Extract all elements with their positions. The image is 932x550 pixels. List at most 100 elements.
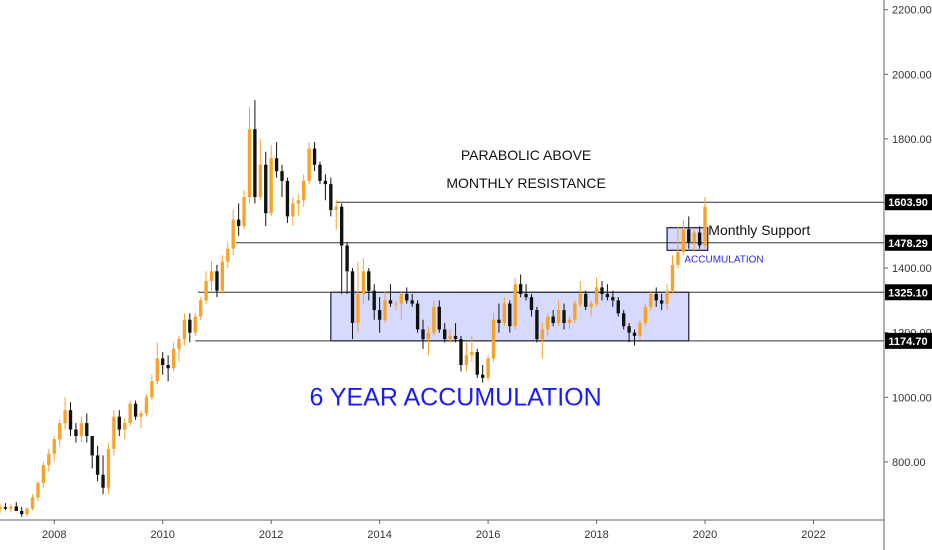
- candle-body: [491, 319, 496, 359]
- candle: [410, 293, 414, 307]
- candle-body: [63, 410, 67, 424]
- candle-body: [9, 506, 13, 509]
- candle: [345, 242, 349, 294]
- candle-body: [269, 158, 273, 214]
- level-tag-label: 1325.10: [888, 287, 928, 299]
- candle: [85, 413, 89, 443]
- candle-body: [0, 507, 2, 510]
- candle-body: [323, 180, 328, 185]
- candle-body: [318, 164, 322, 181]
- candle: [703, 197, 707, 249]
- candle-body: [215, 271, 219, 291]
- candle-body: [681, 229, 686, 252]
- candle-body: [166, 364, 170, 369]
- candle-body: [513, 284, 517, 327]
- x-tick-label: 2014: [367, 529, 391, 541]
- x-tick-label: 2020: [693, 529, 717, 541]
- x-tick-label: 2022: [801, 529, 825, 541]
- candle-body: [345, 245, 349, 272]
- candle-body: [697, 232, 702, 246]
- candle-body: [573, 303, 577, 320]
- candle-body: [57, 423, 62, 440]
- candle: [594, 277, 599, 307]
- candle: [323, 174, 328, 201]
- candle-body: [329, 184, 333, 210]
- candle-body: [486, 358, 490, 378]
- candle-body: [242, 197, 246, 227]
- candle: [209, 261, 214, 291]
- candle: [448, 329, 452, 343]
- candle: [394, 300, 398, 311]
- candle: [161, 352, 165, 375]
- y-tick-label: 2200.00: [892, 5, 932, 17]
- level-tag-label: 1174.70: [888, 336, 927, 348]
- candle-body: [394, 303, 398, 305]
- candle-body: [421, 329, 425, 340]
- candle: [491, 313, 496, 362]
- candle-body: [339, 206, 344, 246]
- candle: [443, 322, 447, 343]
- candle: [437, 300, 441, 333]
- candle: [139, 410, 143, 428]
- x-tick-label: 2008: [42, 529, 66, 541]
- candle-body: [117, 416, 121, 430]
- candle-body: [464, 355, 469, 365]
- candle: [90, 436, 94, 469]
- y-tick-label: 800.00: [892, 457, 926, 469]
- candle: [150, 374, 154, 401]
- candle: [0, 503, 2, 514]
- candle: [47, 448, 51, 472]
- candle-body: [47, 453, 51, 466]
- candle: [573, 300, 577, 323]
- x-tick-label: 2018: [584, 529, 608, 541]
- candle: [30, 494, 35, 511]
- candle-body: [30, 497, 35, 509]
- candle: [605, 284, 610, 301]
- candle: [318, 161, 322, 185]
- candle-body: [611, 297, 615, 301]
- candle: [296, 193, 300, 217]
- candle: [589, 300, 593, 317]
- candle: [215, 264, 219, 298]
- candle-body: [231, 219, 235, 249]
- candle-body: [25, 508, 29, 515]
- candle-body: [161, 358, 165, 365]
- candle-body: [14, 506, 18, 511]
- candle: [475, 348, 479, 378]
- candle: [14, 502, 18, 511]
- candle: [112, 410, 116, 456]
- candle-body: [280, 171, 284, 181]
- candle: [25, 507, 29, 517]
- candle: [372, 284, 376, 320]
- candle: [676, 226, 680, 269]
- candle-body: [291, 203, 295, 217]
- candle: [220, 255, 225, 294]
- candle: [52, 436, 56, 462]
- level-tag-background: [885, 194, 932, 211]
- candle: [204, 271, 208, 304]
- candle: [312, 142, 317, 172]
- candle-body: [529, 297, 534, 311]
- candle: [502, 297, 507, 327]
- candle: [236, 203, 241, 236]
- candle-body: [627, 326, 631, 333]
- candle-body: [567, 319, 572, 323]
- candle-body: [687, 229, 691, 243]
- chart-annotation: 6 YEAR ACCUMULATION: [309, 383, 601, 411]
- candle-body: [502, 303, 507, 323]
- y-tick-label: 1400.00: [892, 263, 932, 275]
- annotations-layer: PARABOLIC ABOVE MONTHLY RESISTANCE Monthly…: [309, 147, 810, 411]
- x-tick-label: 2012: [259, 529, 283, 541]
- candle-body: [361, 271, 366, 294]
- candle: [600, 280, 604, 301]
- candle: [264, 151, 268, 227]
- candle-body: [258, 164, 263, 198]
- candle-body: [285, 180, 290, 217]
- candle: [497, 303, 501, 333]
- candle: [540, 322, 545, 359]
- candle: [453, 322, 458, 343]
- candle: [551, 310, 555, 327]
- candle: [285, 177, 290, 223]
